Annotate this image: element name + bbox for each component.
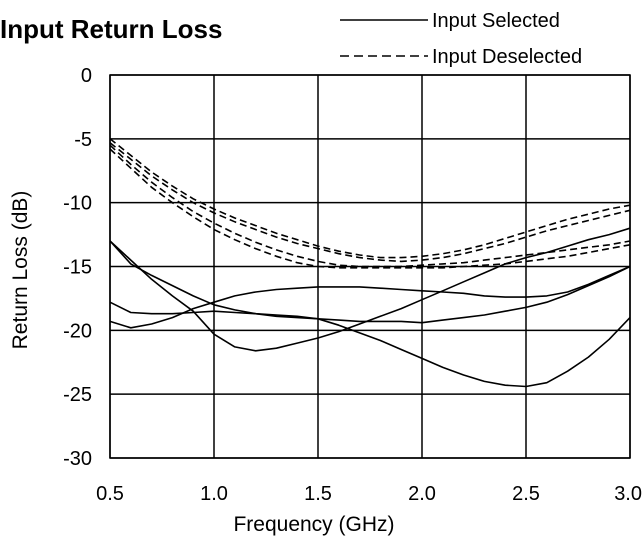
x-axis-label: Frequency (GHz) (233, 513, 394, 536)
y-tick-label: -5 (74, 129, 92, 151)
series-line-deselected-7 (109, 148, 631, 269)
chart-legend: Input Selected Input Deselected (340, 10, 582, 68)
x-tick-labels: 0.5 1.0 1.5 2.0 2.5 3.0 (96, 483, 642, 505)
series-line-selected-1 (109, 240, 631, 388)
y-tick-label: -15 (63, 257, 92, 279)
y-tick-label: -10 (63, 193, 92, 215)
x-tick-label: 1.0 (200, 483, 228, 505)
y-axis-label: Return Loss (dB) (9, 191, 32, 350)
y-tick-label: -20 (63, 320, 92, 342)
series-line-deselected-4 (109, 138, 631, 259)
x-tick-label: 2.5 (512, 483, 540, 505)
chart-title: Input Return Loss (0, 14, 222, 44)
x-tick-label: 0.5 (96, 483, 124, 505)
y-tick-label: -30 (63, 448, 92, 470)
legend-label-deselected: Input Deselected (432, 46, 582, 68)
y-tick-label: -25 (63, 384, 92, 406)
chart-grid (109, 74, 631, 459)
x-tick-label: 3.0 (614, 483, 642, 505)
series-line-deselected-6 (109, 144, 631, 268)
y-tick-label: 0 (81, 65, 92, 87)
x-tick-label: 1.5 (304, 483, 332, 505)
legend-label-selected: Input Selected (432, 10, 560, 32)
series-line-selected-0 (109, 227, 631, 352)
series-line-selected-3 (109, 265, 631, 329)
x-tick-label: 2.0 (408, 483, 436, 505)
y-tick-labels: 0 -5 -10 -15 -20 -25 -30 (63, 65, 92, 470)
series-layer (109, 138, 631, 388)
series-line-selected-2 (109, 265, 631, 324)
series-line-deselected-5 (109, 142, 631, 263)
